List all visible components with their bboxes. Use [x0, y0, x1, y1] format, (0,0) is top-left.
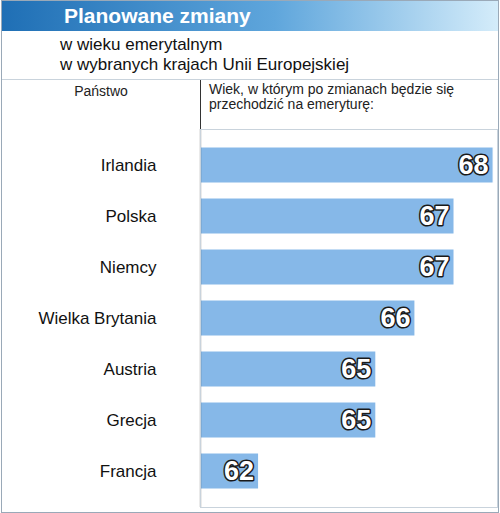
svg-text:Irlandia: Irlandia — [101, 156, 157, 175]
svg-text:68: 68 — [459, 150, 489, 180]
svg-text:65: 65 — [341, 354, 371, 384]
svg-text:67: 67 — [419, 201, 449, 231]
html-text:Wiek, w którym po zmianach będ: Wiek, w którym po zmianach będzie się pr… — [209, 81, 455, 112]
svg-text:Wielka Brytania: Wielka Brytania — [38, 309, 157, 328]
html-text:Planowane zmiany: Planowane zmiany — [64, 4, 251, 27]
svg-text:Francja: Francja — [100, 462, 157, 481]
svg-text:Grecja: Grecja — [106, 411, 157, 430]
svg-text:65: 65 — [341, 405, 371, 435]
svg-text:67: 67 — [419, 252, 449, 282]
svg-text:62: 62 — [224, 456, 254, 486]
svg-text:Austria: Austria — [104, 360, 157, 379]
html-text:Państwo: Państwo — [74, 83, 128, 99]
svg-text:Polska: Polska — [105, 207, 157, 226]
html-text:w wybranych krajach Unii Europ: w wybranych krajach Unii Europejskiej — [60, 55, 350, 74]
svg-text:66: 66 — [380, 303, 410, 333]
svg-text:Niemcy: Niemcy — [100, 258, 157, 277]
html-text:w wieku emerytalnym: w wieku emerytalnym — [60, 35, 223, 54]
